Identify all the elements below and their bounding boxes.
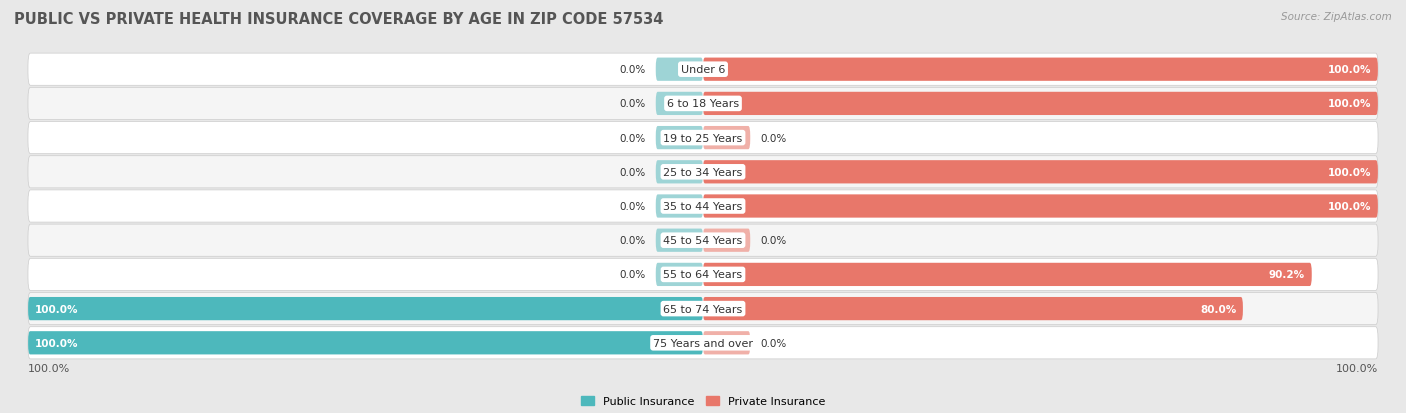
FancyBboxPatch shape — [703, 93, 1378, 116]
Text: 0.0%: 0.0% — [761, 236, 786, 246]
FancyBboxPatch shape — [655, 229, 703, 252]
Text: 90.2%: 90.2% — [1268, 270, 1305, 280]
FancyBboxPatch shape — [703, 263, 1312, 286]
FancyBboxPatch shape — [703, 229, 751, 252]
Text: 0.0%: 0.0% — [620, 270, 645, 280]
FancyBboxPatch shape — [703, 195, 1378, 218]
FancyBboxPatch shape — [703, 331, 751, 355]
Text: 0.0%: 0.0% — [761, 133, 786, 143]
Text: 80.0%: 80.0% — [1199, 304, 1236, 314]
FancyBboxPatch shape — [28, 327, 1378, 359]
Text: 0.0%: 0.0% — [620, 236, 645, 246]
FancyBboxPatch shape — [703, 58, 1378, 82]
FancyBboxPatch shape — [703, 161, 1378, 184]
Text: 100.0%: 100.0% — [1336, 363, 1378, 373]
Text: 0.0%: 0.0% — [620, 167, 645, 177]
Text: 19 to 25 Years: 19 to 25 Years — [664, 133, 742, 143]
FancyBboxPatch shape — [655, 263, 703, 286]
Text: 65 to 74 Years: 65 to 74 Years — [664, 304, 742, 314]
Text: 55 to 64 Years: 55 to 64 Years — [664, 270, 742, 280]
FancyBboxPatch shape — [28, 54, 1378, 86]
FancyBboxPatch shape — [28, 157, 1378, 188]
FancyBboxPatch shape — [655, 93, 703, 116]
Text: PUBLIC VS PRIVATE HEALTH INSURANCE COVERAGE BY AGE IN ZIP CODE 57534: PUBLIC VS PRIVATE HEALTH INSURANCE COVER… — [14, 12, 664, 27]
FancyBboxPatch shape — [28, 122, 1378, 154]
FancyBboxPatch shape — [28, 297, 703, 320]
Text: 0.0%: 0.0% — [620, 133, 645, 143]
FancyBboxPatch shape — [28, 190, 1378, 223]
FancyBboxPatch shape — [28, 225, 1378, 256]
Text: 35 to 44 Years: 35 to 44 Years — [664, 202, 742, 211]
Text: 25 to 34 Years: 25 to 34 Years — [664, 167, 742, 177]
FancyBboxPatch shape — [28, 259, 1378, 291]
Text: Source: ZipAtlas.com: Source: ZipAtlas.com — [1281, 12, 1392, 22]
Text: 75 Years and over: 75 Years and over — [652, 338, 754, 348]
FancyBboxPatch shape — [655, 58, 703, 82]
FancyBboxPatch shape — [703, 127, 751, 150]
Text: 100.0%: 100.0% — [1327, 202, 1371, 211]
Text: 100.0%: 100.0% — [1327, 65, 1371, 75]
FancyBboxPatch shape — [703, 297, 1243, 320]
Text: 100.0%: 100.0% — [35, 338, 79, 348]
Text: 100.0%: 100.0% — [1327, 99, 1371, 109]
Text: Under 6: Under 6 — [681, 65, 725, 75]
Text: 100.0%: 100.0% — [35, 304, 79, 314]
Text: 45 to 54 Years: 45 to 54 Years — [664, 236, 742, 246]
FancyBboxPatch shape — [28, 88, 1378, 120]
Text: 6 to 18 Years: 6 to 18 Years — [666, 99, 740, 109]
FancyBboxPatch shape — [655, 195, 703, 218]
FancyBboxPatch shape — [655, 161, 703, 184]
Text: 0.0%: 0.0% — [620, 65, 645, 75]
Text: 0.0%: 0.0% — [620, 202, 645, 211]
Legend: Public Insurance, Private Insurance: Public Insurance, Private Insurance — [576, 391, 830, 411]
FancyBboxPatch shape — [655, 127, 703, 150]
FancyBboxPatch shape — [28, 331, 703, 355]
Text: 100.0%: 100.0% — [1327, 167, 1371, 177]
Text: 0.0%: 0.0% — [620, 99, 645, 109]
FancyBboxPatch shape — [28, 293, 1378, 325]
Text: 0.0%: 0.0% — [761, 338, 786, 348]
Text: 100.0%: 100.0% — [28, 363, 70, 373]
